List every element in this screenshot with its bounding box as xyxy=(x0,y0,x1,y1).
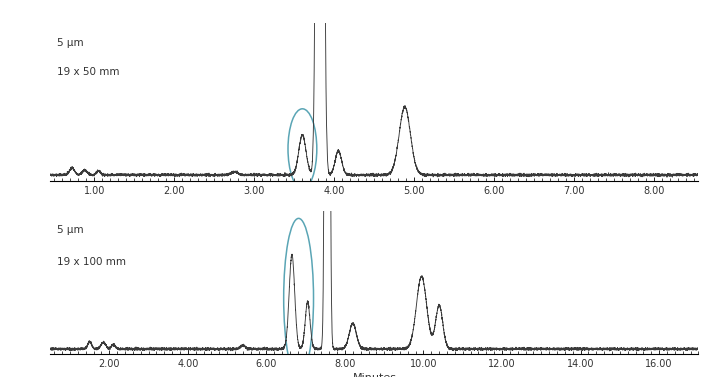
Text: 19 x 100 mm: 19 x 100 mm xyxy=(57,257,126,267)
X-axis label: Minutes: Minutes xyxy=(352,373,397,377)
Text: 5 μm: 5 μm xyxy=(57,225,84,236)
Text: 19 x 50 mm: 19 x 50 mm xyxy=(57,67,120,77)
Text: 5 μm: 5 μm xyxy=(57,38,84,49)
